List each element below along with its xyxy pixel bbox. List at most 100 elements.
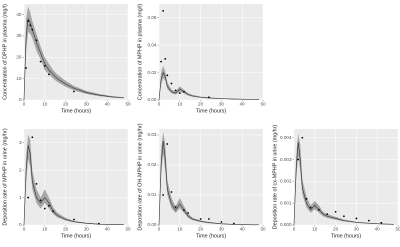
y-axis-label: Deposition rate of cx-MPHP in urine (mg/…	[272, 125, 278, 230]
observed-point	[326, 213, 329, 215]
observed-point	[199, 218, 202, 220]
x-tick-label: 40	[375, 227, 381, 232]
y-tick-label: 0.04	[148, 42, 157, 47]
observed-point	[208, 96, 210, 99]
observed-point	[73, 90, 75, 93]
panel-background	[159, 4, 263, 100]
panel: 0 10 20 30 40 50 0 1 2 3 Time (hours) Deposition ra…	[2, 128, 131, 239]
observed-point	[305, 197, 308, 200]
x-tick-label: 30	[354, 227, 360, 232]
observed-point	[25, 67, 27, 69]
y-tick-label: 0.06	[148, 15, 157, 20]
observed-point	[178, 92, 181, 95]
x-tick-label: 10	[312, 227, 318, 232]
observed-point	[29, 24, 32, 27]
x-tick-label: 20	[333, 227, 339, 232]
y-tick-label: 0.004	[280, 135, 292, 140]
observed-point	[39, 199, 42, 202]
observed-point	[43, 207, 46, 210]
observed-point	[334, 211, 337, 213]
observed-point	[174, 89, 177, 92]
observed-point	[35, 39, 38, 42]
y-tick-label: 0.02	[148, 162, 157, 167]
x-tick-label: 30	[84, 102, 90, 107]
observed-point	[380, 221, 383, 224]
y-tick-label: 1	[19, 195, 22, 200]
x-axis-label: Time (hours)	[196, 108, 227, 114]
observed-point	[220, 221, 223, 223]
y-tick-label: 0.001	[280, 200, 292, 205]
x-tick-label: 10	[177, 102, 183, 107]
panel: 0 10 20 30 40 50 0.00 0.02 0.04 0.06 Time (hours) C…	[137, 4, 266, 115]
x-axis-label: Time (hours)	[61, 233, 92, 239]
observed-point	[187, 212, 190, 214]
observed-point	[367, 219, 370, 222]
y-axis-label: Concentration of DPHP in plasma (mg/l)	[2, 4, 8, 100]
observed-point	[164, 57, 167, 60]
panel: 0 10 20 30 40 50 0 10 20 30 40 Time (hours) Concentr…	[2, 4, 131, 115]
x-tick-label: 30	[84, 227, 90, 232]
x-tick-label: 50	[260, 102, 266, 107]
y-tick-label: 0	[19, 222, 22, 227]
observed-point	[301, 136, 304, 139]
y-tick-label: 0.02	[148, 70, 157, 75]
observed-point	[183, 209, 185, 211]
x-tick-label: 10	[42, 227, 48, 232]
x-tick-label: 10	[177, 227, 183, 232]
x-tick-label: 40	[105, 227, 111, 232]
observed-point	[31, 28, 34, 31]
y-tick-label: 0	[19, 97, 22, 102]
observed-point	[160, 60, 162, 63]
observed-point	[27, 196, 30, 199]
x-tick-label: 10	[42, 102, 48, 107]
observed-point	[35, 182, 38, 185]
y-tick-label: 0.03	[148, 132, 157, 137]
observed-point	[73, 218, 75, 221]
observed-point	[170, 191, 173, 193]
y-tick-label: 0.00	[148, 222, 157, 227]
observed-point	[43, 64, 46, 67]
observed-point	[162, 9, 165, 12]
x-tick-label: 30	[219, 102, 225, 107]
x-tick-label: 50	[125, 227, 131, 232]
x-tick-label: 50	[395, 227, 400, 232]
x-tick-label: 0	[23, 227, 26, 232]
observed-point	[309, 206, 312, 209]
x-tick-label: 40	[240, 227, 246, 232]
x-tick-label: 20	[63, 227, 69, 232]
observed-point	[166, 74, 169, 77]
observed-point	[166, 143, 169, 145]
y-axis-label: Deposition rate of OH-MPHP in urine (mg/…	[137, 123, 143, 230]
y-tick-label: 0.002	[280, 179, 292, 184]
x-tick-label: 0	[293, 227, 296, 232]
y-tick-label: 0.01	[148, 192, 157, 197]
x-tick-label: 20	[63, 102, 69, 107]
median-line	[23, 17, 124, 101]
observed-point	[174, 206, 177, 208]
x-axis-label: Time (hours)	[61, 108, 92, 114]
observed-point	[297, 158, 300, 161]
observed-point	[48, 204, 50, 207]
y-tick-label: 0.00	[148, 97, 157, 102]
x-tick-label: 40	[240, 102, 246, 107]
x-tick-label: 40	[105, 102, 111, 107]
observed-point	[27, 20, 30, 22]
observed-point	[39, 60, 42, 63]
x-tick-label: 0	[23, 102, 26, 107]
observed-point	[208, 218, 210, 220]
y-tick-label: 10	[16, 76, 22, 81]
x-axis-label: Time (hours)	[331, 233, 362, 239]
x-axis-label: Time (hours)	[196, 233, 227, 239]
x-tick-label: 20	[198, 102, 204, 107]
observed-point	[183, 90, 185, 93]
observed-point	[355, 217, 358, 220]
panel-background	[24, 129, 128, 225]
observed-point	[170, 82, 173, 85]
y-axis-label: Concentration of MPHP in plasma (mg/l)	[137, 4, 143, 101]
observed-point	[318, 208, 320, 211]
panel: 0 10 20 30 40 50 0.000 0.001 0.002 0.003 0.004 Time…	[272, 125, 400, 240]
y-tick-label: 0.003	[280, 157, 292, 162]
y-axis-label: Deposition rate of MPHP in urine (mg/hr)	[2, 128, 8, 225]
